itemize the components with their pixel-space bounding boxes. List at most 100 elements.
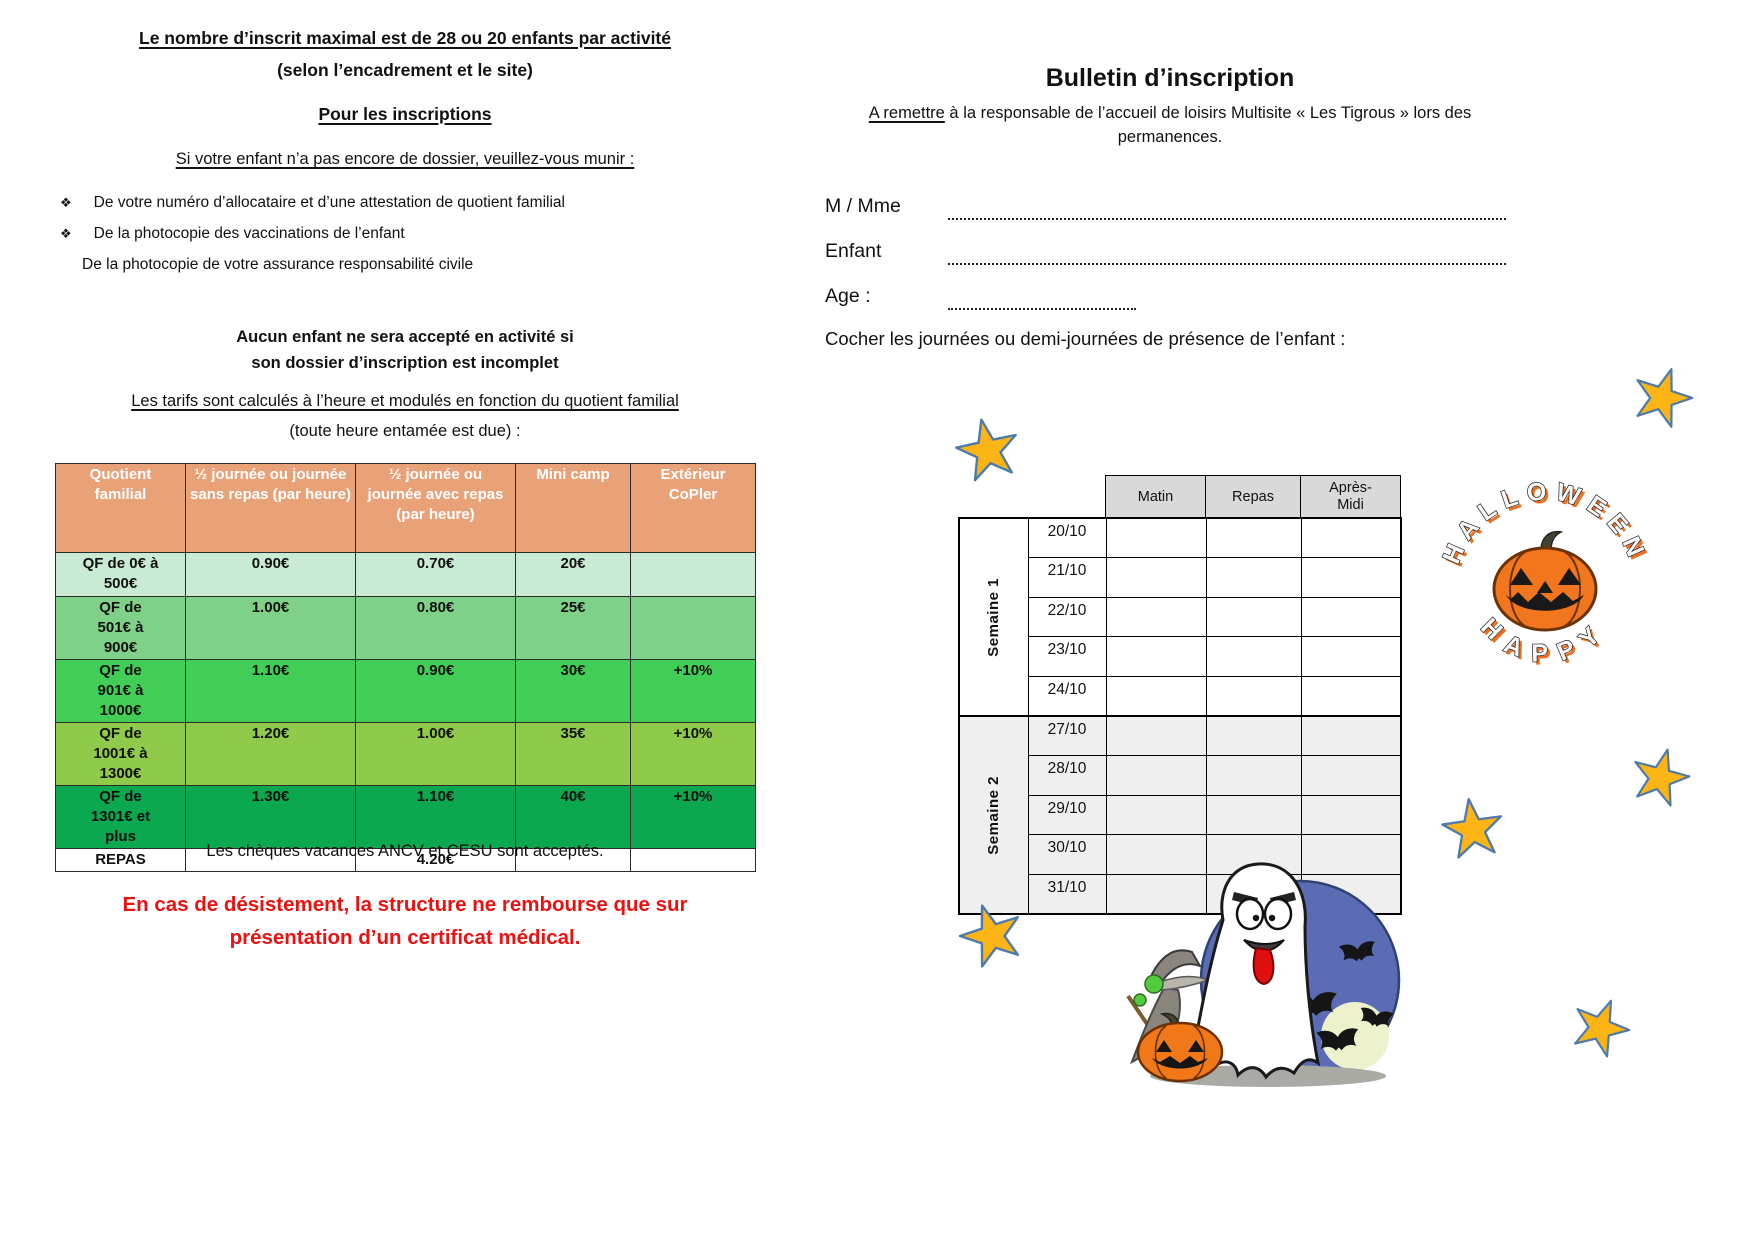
col-header-repas: Repas xyxy=(1205,475,1301,519)
table-row: 22/10 xyxy=(959,596,1402,638)
attendance-cell[interactable] xyxy=(1205,714,1302,757)
date-cell: 30/10 xyxy=(1027,834,1107,875)
star-icon xyxy=(1438,795,1507,861)
star-icon xyxy=(1628,364,1696,432)
table-row: 28/10 xyxy=(959,755,1402,796)
attendance-cell[interactable] xyxy=(1205,675,1302,717)
col-header-mini-camp: Mini camp xyxy=(515,463,631,553)
happy-halloween-badge: HALLOWEEN HALLOWEEN HAPPY HAPPY xyxy=(1437,477,1648,671)
price-cell: 25€ xyxy=(515,596,631,660)
attendance-cell[interactable] xyxy=(1105,636,1207,677)
attendance-cell[interactable] xyxy=(1300,517,1402,559)
price-cell: +10% xyxy=(630,722,756,786)
enfant-input[interactable] xyxy=(948,243,1506,265)
age-input[interactable] xyxy=(948,288,1136,310)
pumpkin-icon xyxy=(1136,1012,1224,1083)
warning-line: En cas de désistement, la structure ne r… xyxy=(122,893,688,916)
date-cell: 27/10 xyxy=(1027,714,1107,757)
attendance-cell[interactable] xyxy=(1300,596,1402,638)
price-cell: 1.00€ xyxy=(185,596,356,660)
subtitle-line: permanences. xyxy=(1117,128,1223,146)
attendance-header: Matin Repas Après-Midi xyxy=(1105,475,1401,519)
table-row-repas: REPAS 4.20€ xyxy=(55,848,756,872)
notice-line: Aucun enfant ne sera accepté en activité… xyxy=(236,328,574,346)
table-row: QF de 501€ à 900€ 1.00€ 0.80€ 25€ xyxy=(55,596,756,660)
attendance-cell[interactable] xyxy=(1105,517,1207,559)
mmme-label: M / Mme xyxy=(825,195,901,217)
cheques-note: Les chèques vacances ANCV et CESU sont a… xyxy=(206,842,604,860)
table-row: QF de 0€ à 500€ 0.90€ 0.70€ 20€ xyxy=(55,552,756,597)
incomplete-dossier-notice: Aucun enfant ne sera accepté en activité… xyxy=(55,324,755,376)
table-row: QF de 901€ à 1000€ 1.10€ 0.90€ 30€ +10% xyxy=(55,659,756,723)
qf-cell: QF de 1301€ et plus xyxy=(55,785,186,849)
attendance-cell[interactable] xyxy=(1205,557,1302,598)
attendance-cell[interactable] xyxy=(1105,794,1207,836)
date-cell: 22/10 xyxy=(1027,596,1107,638)
inscriptions-heading: Pour les inscriptions xyxy=(318,104,492,124)
date-cell: 29/10 xyxy=(1027,794,1107,836)
max-enrollment-subtitle: (selon l’encadrement et le site) xyxy=(277,60,533,80)
bullet-text: De la photocopie de votre assurance resp… xyxy=(82,256,474,273)
pumpkin-icon xyxy=(1492,530,1598,632)
bullet-text: De la photocopie des vaccinations de l’e… xyxy=(93,225,405,242)
col-header-quotient: Quotient familial xyxy=(55,463,186,553)
attendance-cell[interactable] xyxy=(1105,714,1207,757)
attendance-cell[interactable] xyxy=(1105,596,1207,638)
date-cell: 31/10 xyxy=(1027,873,1107,915)
attendance-cell[interactable] xyxy=(1300,834,1402,875)
cocher-instruction: Cocher les journées ou demi-journées de … xyxy=(825,328,1346,349)
mmme-input[interactable] xyxy=(948,198,1506,220)
attendance-table: Semaine 1 20/10 21/10 22/10 23/10 24/10 … xyxy=(958,517,1402,915)
semaine-2-label: Semaine 2 xyxy=(958,714,1029,915)
attendance-cell[interactable] xyxy=(1300,557,1402,598)
price-cell: +10% xyxy=(630,785,756,849)
list-item: ❖ De votre numéro d’allocataire et d’une … xyxy=(60,192,760,214)
attendance-cell[interactable] xyxy=(1300,714,1402,757)
semaine-1-label: Semaine 1 xyxy=(958,517,1029,717)
date-cell: 24/10 xyxy=(1027,675,1107,717)
refund-warning: En cas de désistement, la structure ne r… xyxy=(55,888,755,954)
attendance-cell[interactable] xyxy=(1105,755,1207,796)
attendance-cell[interactable] xyxy=(1300,755,1402,796)
table-row: 29/10 xyxy=(959,794,1402,836)
qf-cell: QF de 0€ à 500€ xyxy=(55,552,186,597)
attendance-cell[interactable] xyxy=(1105,873,1207,915)
remettre-underline: A remettre xyxy=(868,104,945,122)
attendance-cell[interactable] xyxy=(1205,755,1302,796)
price-cell: 0.90€ xyxy=(185,552,356,597)
price-cell xyxy=(515,848,631,872)
star-icon xyxy=(1627,745,1693,810)
attendance-cell[interactable] xyxy=(1105,834,1207,875)
price-cell xyxy=(185,848,356,872)
col-header-apres-midi: Après-Midi xyxy=(1300,475,1401,519)
price-cell: 1.30€ xyxy=(185,785,356,849)
attendance-cell[interactable] xyxy=(1205,596,1302,638)
diamond-bullet-icon: ❖ xyxy=(60,226,72,241)
attendance-cell[interactable] xyxy=(1300,675,1402,717)
ghost-icon xyxy=(1189,862,1321,1080)
attendance-cell[interactable] xyxy=(1105,675,1207,717)
attendance-cell[interactable] xyxy=(1205,636,1302,677)
bullet-text: De votre numéro d’allocataire et d’une a… xyxy=(93,194,565,211)
subtitle-line: A remettre à la responsable de l’accueil… xyxy=(825,101,1515,125)
subtitle-text: à la responsable de l’accueil de loisirs… xyxy=(944,104,1472,122)
price-cell: 35€ xyxy=(515,722,631,786)
col-header-matin: Matin xyxy=(1105,475,1206,519)
enfant-label: Enfant xyxy=(825,240,882,262)
attendance-cell[interactable] xyxy=(1300,794,1402,836)
attendance-cell[interactable] xyxy=(1105,557,1207,598)
warning-line: présentation d’un certificat médical. xyxy=(229,926,581,949)
date-cell: 20/10 xyxy=(1027,517,1107,559)
price-cell: 30€ xyxy=(515,659,631,723)
date-cell: 23/10 xyxy=(1027,636,1107,677)
max-enrollment-title: Le nombre d’inscrit maximal est de 28 ou… xyxy=(139,28,671,48)
age-label: Age : xyxy=(825,285,871,307)
col-header-sans-repas: ½ journée ou journée sans repas (par heu… xyxy=(185,463,356,553)
attendance-cell[interactable] xyxy=(1205,517,1302,559)
price-cell: 1.00€ xyxy=(355,722,516,786)
attendance-cell[interactable] xyxy=(1300,636,1402,677)
price-cell xyxy=(630,848,756,872)
attendance-cell[interactable] xyxy=(1205,794,1302,836)
date-cell: 21/10 xyxy=(1027,557,1107,598)
col-header-avec-repas: ½ journée ou journée avec repas (par heu… xyxy=(355,463,516,553)
